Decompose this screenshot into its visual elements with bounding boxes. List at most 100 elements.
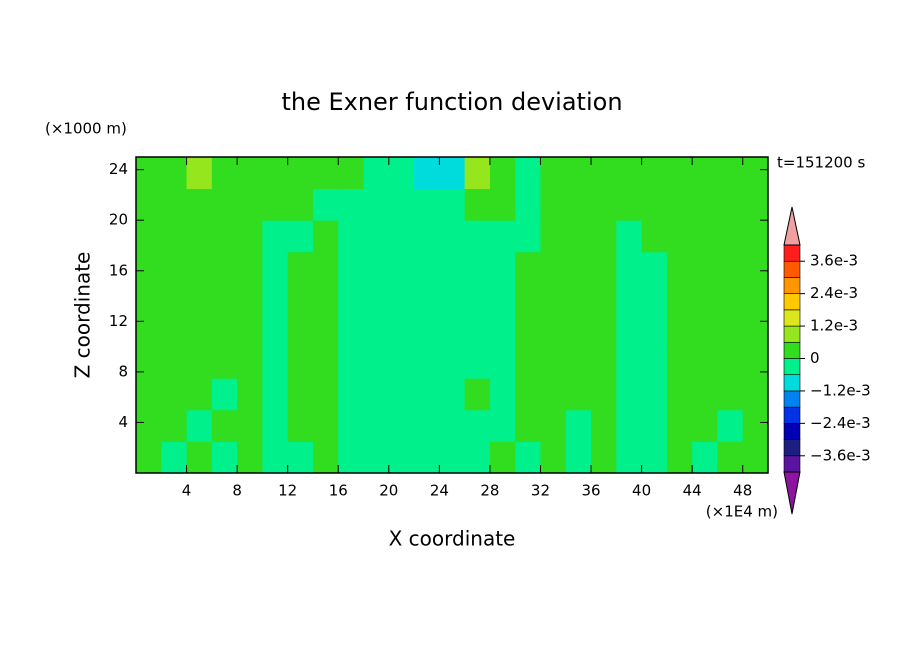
field-cell [464, 188, 491, 221]
field-cell [312, 315, 339, 348]
field-cell [211, 220, 238, 253]
field-cell [186, 346, 213, 379]
field-cell [692, 283, 718, 316]
field-cell [186, 188, 213, 221]
field-cell [666, 315, 693, 348]
field-cell [136, 157, 162, 190]
field-cell [388, 283, 415, 316]
field-cell [136, 220, 162, 253]
field-cell [666, 220, 693, 253]
field-cell [616, 441, 643, 474]
field-cell [211, 315, 238, 348]
y-unit: (×1000 m) [45, 120, 127, 138]
colorbar-tick-label: −2.4e-3 [810, 414, 871, 432]
colorbar-tick-label: 2.4e-3 [810, 284, 858, 302]
field-cell [211, 283, 238, 316]
field-cell [262, 315, 289, 348]
field-cell [287, 441, 314, 474]
field-cell [641, 220, 668, 253]
field-cell [515, 346, 541, 379]
field-cell [717, 346, 744, 379]
colorbar-box [783, 374, 801, 392]
field-cell [338, 346, 365, 379]
x-tick-label: 36 [581, 482, 600, 500]
field-cell [312, 346, 339, 379]
field-cell [388, 220, 415, 253]
field-cell [666, 441, 693, 474]
field-cell [591, 157, 617, 190]
field-cell [439, 220, 466, 253]
field-cell [237, 315, 263, 348]
chart-title: the Exner function deviation [281, 88, 622, 116]
field-cell [489, 157, 516, 190]
field-cell [439, 441, 466, 474]
field-cell [591, 409, 617, 442]
field-cell [489, 251, 516, 284]
field-cell [338, 378, 365, 411]
field-cell [287, 378, 314, 411]
field-cell [388, 378, 415, 411]
field-cell [388, 157, 415, 190]
field-cell [616, 283, 643, 316]
field-cell [489, 315, 516, 348]
field-cell [641, 188, 668, 221]
field [136, 157, 769, 474]
field-cell [186, 315, 213, 348]
field-cell [414, 315, 440, 348]
field-cell [742, 409, 769, 442]
field-cell [363, 378, 390, 411]
field-cell [489, 188, 516, 221]
field-cell [338, 188, 365, 221]
field-cell [641, 315, 668, 348]
field-cell [414, 157, 440, 190]
field-cell [666, 157, 693, 190]
field-cell [692, 188, 718, 221]
field-cell [211, 188, 238, 221]
x-tick-label: 24 [430, 482, 449, 500]
field-cell [742, 157, 769, 190]
field-cell [363, 315, 390, 348]
x-tick-label: 48 [733, 482, 752, 500]
field-cell [515, 220, 541, 253]
field-cell [161, 378, 188, 411]
colorbar-tick-label: 0 [810, 349, 820, 367]
colorbar-box [783, 309, 801, 327]
field-cell [287, 283, 314, 316]
field-cell [136, 409, 162, 442]
field-cell [363, 251, 390, 284]
field-cell [237, 220, 263, 253]
field-cell [742, 220, 769, 253]
field-cell [161, 346, 188, 379]
x-tick-label: 4 [182, 482, 192, 500]
field-cell [388, 441, 415, 474]
field-cell [186, 283, 213, 316]
field-cell [464, 409, 491, 442]
field-cell [616, 346, 643, 379]
field-cell [616, 157, 643, 190]
field-cell [262, 378, 289, 411]
x-tick-label: 28 [480, 482, 499, 500]
field-cell [565, 346, 592, 379]
field-cell [439, 315, 466, 348]
field-cell [363, 220, 390, 253]
field-cell [616, 378, 643, 411]
field-cell [515, 378, 541, 411]
field-cell [312, 157, 339, 190]
field-cell [540, 220, 567, 253]
field-cell [439, 346, 466, 379]
field-cell [136, 315, 162, 348]
field-cell [338, 441, 365, 474]
field-cell [211, 157, 238, 190]
field-cell [565, 283, 592, 316]
x-tick-label: 44 [683, 482, 702, 500]
field-cell [565, 378, 592, 411]
y-tick-label: 16 [109, 261, 128, 279]
field-cell [742, 441, 769, 474]
field-cell [591, 346, 617, 379]
field-cell [692, 315, 718, 348]
x-tick-label: 12 [278, 482, 297, 500]
field-cell [136, 441, 162, 474]
field-cell [237, 283, 263, 316]
colorbar-box [783, 293, 801, 311]
y-axis-label: Z coordinate [71, 252, 95, 379]
